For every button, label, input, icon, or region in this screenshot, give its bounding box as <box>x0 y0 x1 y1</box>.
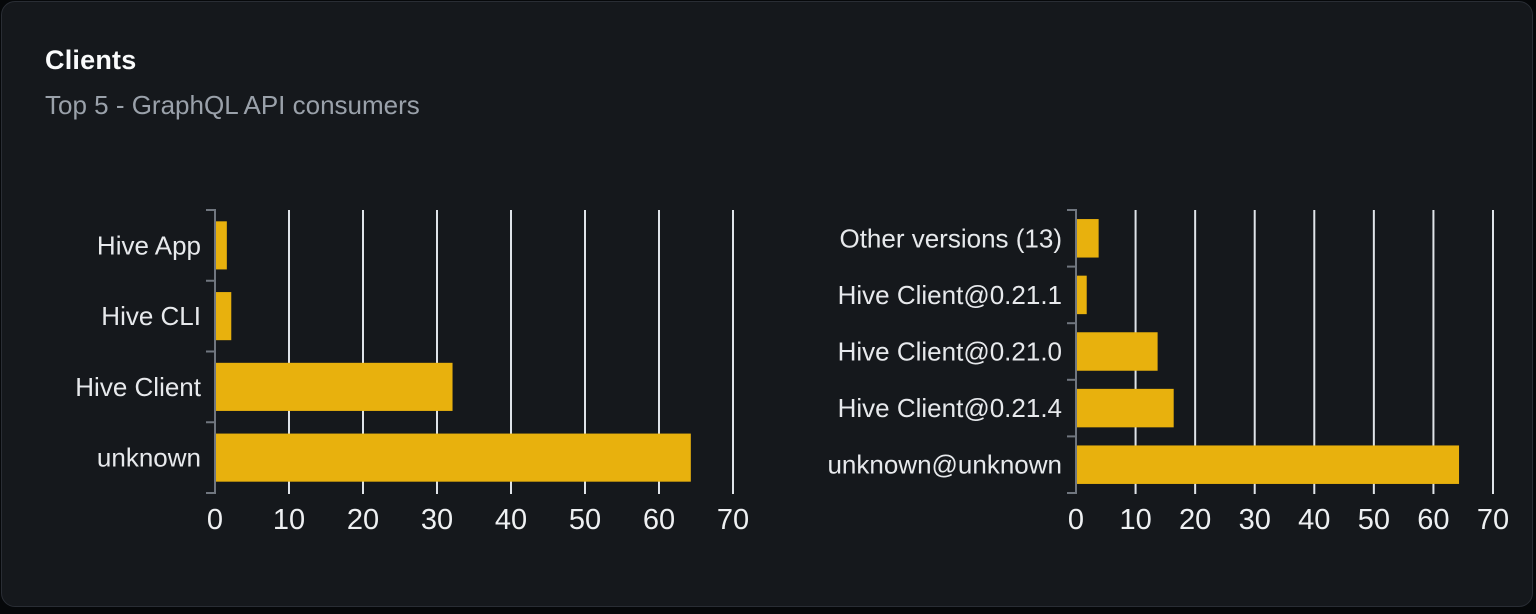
x-tick-label: 10 <box>1119 504 1151 536</box>
x-tick-label: 50 <box>1358 504 1390 536</box>
clients-chart: Hive App Hive CLI Hive Client unknown 0 10 20 3… <box>75 209 749 536</box>
x-tick-label: 60 <box>1417 504 1449 536</box>
client-versions-chart: Other versions (13) Hive Client@0.21.1 Hiv… <box>827 209 1509 536</box>
bar-hive-cli[interactable] <box>216 292 232 341</box>
bar-hive-app[interactable] <box>216 221 227 270</box>
x-tick-label: 70 <box>1477 504 1509 536</box>
page-title: Clients <box>45 45 137 75</box>
x-tick-label: 10 <box>273 504 305 536</box>
x-tick-label: 70 <box>717 504 749 536</box>
category-label: Hive CLI <box>101 301 201 331</box>
x-tick-label: 20 <box>347 504 379 536</box>
page-subtitle: Top 5 - GraphQL API consumers <box>45 89 420 120</box>
x-tick-label: 30 <box>1239 504 1271 536</box>
bar-hive-client-0-21-1[interactable] <box>1077 275 1087 315</box>
bar-hive-client[interactable] <box>216 362 453 411</box>
category-label: Hive Client@0.21.0 <box>838 337 1062 367</box>
bar-hive-client-0-21-0[interactable] <box>1077 332 1158 371</box>
x-tick-label: 60 <box>643 504 675 536</box>
bar-unknown[interactable] <box>216 433 691 482</box>
category-label: Hive Client <box>75 372 201 402</box>
category-label: Hive App <box>97 230 201 260</box>
bar-hive-client-0-21-4[interactable] <box>1077 388 1174 428</box>
x-tick-label: 0 <box>1068 504 1084 536</box>
bar-other-versions-13-[interactable] <box>1077 219 1099 258</box>
card-header: Clients Top 5 - GraphQL API consumers <box>45 44 420 121</box>
category-label: unknown <box>97 443 201 473</box>
category-label: unknown@unknown <box>827 450 1062 480</box>
category-label: Hive Client@0.21.1 <box>838 280 1062 310</box>
x-tick-label: 50 <box>569 504 601 536</box>
x-tick-label: 0 <box>207 504 223 536</box>
x-tick-label: 20 <box>1179 504 1211 536</box>
category-label: Other versions (13) <box>839 223 1062 253</box>
category-label: Hive Client@0.21.4 <box>838 393 1062 423</box>
x-tick-label: 40 <box>495 504 527 536</box>
x-tick-label: 40 <box>1298 504 1330 536</box>
bar-unknown-unknown[interactable] <box>1077 445 1460 484</box>
x-tick-label: 30 <box>421 504 453 536</box>
